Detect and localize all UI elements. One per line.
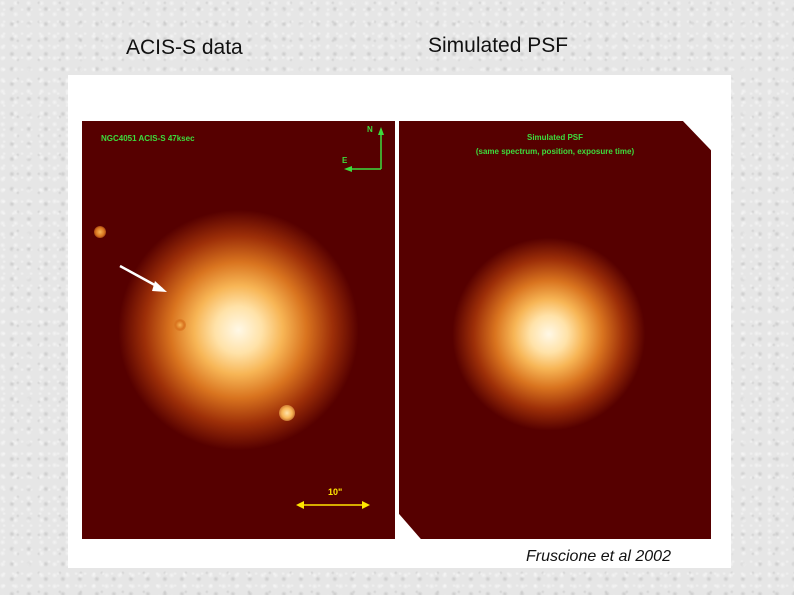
pointer-arrowhead: [152, 281, 167, 292]
scale-bar-left-arrowhead: [296, 501, 304, 509]
right-heading: Simulated PSF: [428, 34, 569, 57]
simulated-psf-panel: Simulated PSF (same spectrum, position, …: [399, 121, 711, 539]
scale-bar-label: 10": [328, 487, 343, 497]
compass-north-label: N: [367, 125, 373, 134]
figure-frame: NGC4051 ACIS-S 47ksec N E 10" Simulated …: [68, 75, 731, 568]
observation-label: NGC4051 ACIS-S 47ksec: [101, 134, 195, 143]
credit-caption: Fruscione et al 2002: [526, 548, 671, 565]
bright-knot: [279, 405, 295, 421]
left-heading: ACIS-S data: [126, 36, 243, 59]
compass-east-label: E: [342, 156, 348, 165]
acis-image-panel: NGC4051 ACIS-S 47ksec N E 10": [82, 121, 395, 539]
simulation-subtitle: (same spectrum, position, exposure time): [475, 147, 635, 156]
compass-east-arrowhead: [344, 166, 352, 172]
simulation-title: Simulated PSF: [526, 133, 583, 142]
bright-knot: [174, 319, 186, 331]
left-overlay: [119, 127, 384, 509]
bright-knot: [94, 226, 106, 238]
compass-north-arrowhead: [378, 127, 384, 135]
scale-bar-right-arrowhead: [362, 501, 370, 509]
